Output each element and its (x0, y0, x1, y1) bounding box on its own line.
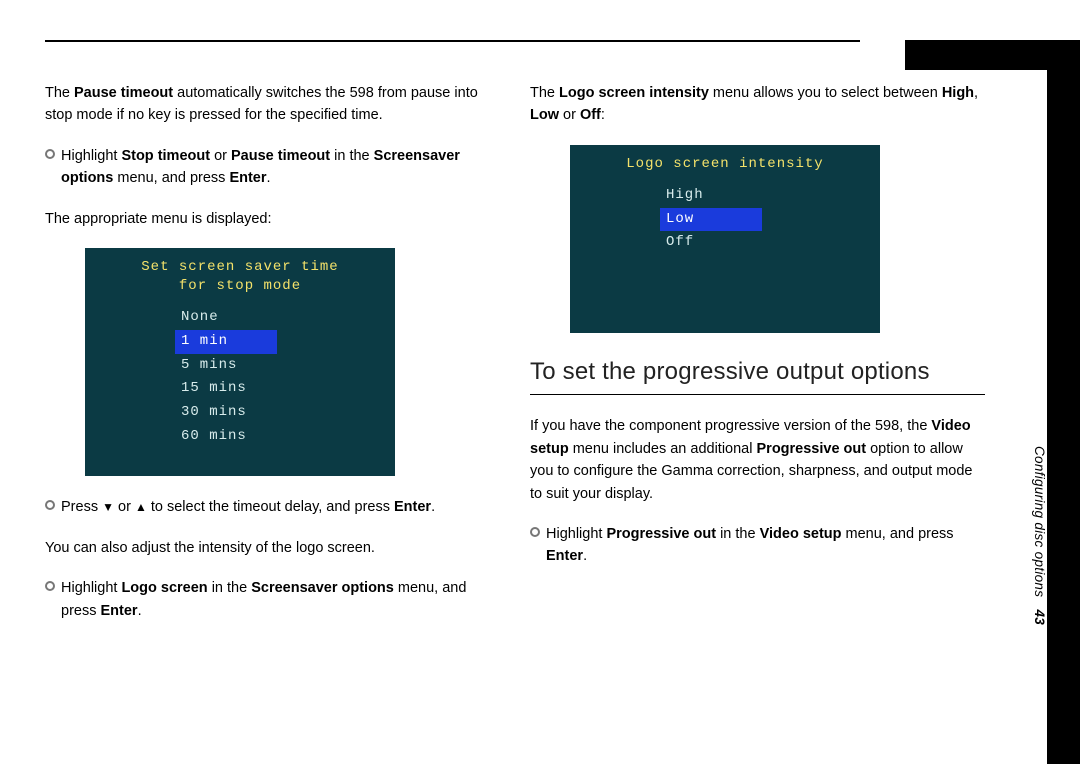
bullet-icon (45, 500, 55, 510)
two-column-layout: The Pause timeout automatically switches… (45, 82, 985, 640)
osd-option: 60 mins (175, 425, 277, 449)
bullet-icon (530, 527, 540, 537)
para-menu-displayed: The appropriate menu is displayed: (45, 208, 500, 230)
section-heading: To set the progressive output options (530, 353, 985, 390)
up-arrow-icon: ▲ (135, 498, 147, 517)
bullet-highlight-timeout: Highlight Stop timeout or Pause timeout … (45, 145, 500, 190)
page-content: The Pause timeout automatically switches… (45, 40, 1035, 740)
osd-option: 30 mins (175, 401, 277, 425)
osd-option: High (660, 184, 762, 208)
side-black-tab (1047, 60, 1080, 764)
osd-option: None (175, 306, 277, 330)
para-intensity: You can also adjust the intensity of the… (45, 537, 500, 559)
para-pause-timeout: The Pause timeout automatically switches… (45, 82, 500, 127)
bullet-highlight-progressive: Highlight Progressive out in the Video s… (530, 523, 985, 568)
osd-option: Low (660, 208, 762, 232)
para-logo-intensity: The Logo screen intensity menu allows yo… (530, 82, 985, 127)
para-progressive: If you have the component progressive ve… (530, 415, 985, 505)
bullet-press-arrows: Press ▼ or ▲ to select the timeout delay… (45, 496, 500, 518)
top-rule (45, 40, 860, 42)
osd-options: HighLowOff (660, 184, 880, 255)
bullet-highlight-logo: Highlight Logo screen in the Screensaver… (45, 577, 500, 622)
osd-title: Logo screen intensity (570, 155, 880, 174)
osd-option: 1 min (175, 330, 277, 354)
bullet-icon (45, 149, 55, 159)
bullet-icon (45, 581, 55, 591)
osd-option: Off (660, 231, 762, 255)
osd-logo-intensity: Logo screen intensity HighLowOff (570, 145, 880, 333)
osd-options: None1 min5 mins15 mins30 mins60 mins (175, 306, 395, 448)
left-column: The Pause timeout automatically switches… (45, 82, 500, 640)
osd-option: 5 mins (175, 354, 277, 378)
heading-rule (530, 394, 985, 395)
osd-option: 15 mins (175, 377, 277, 401)
osd-screensaver-time: Set screen saver time for stop mode None… (85, 248, 395, 476)
down-arrow-icon: ▼ (102, 498, 114, 517)
osd-title: Set screen saver time for stop mode (85, 258, 395, 296)
right-column: The Logo screen intensity menu allows yo… (530, 82, 985, 640)
